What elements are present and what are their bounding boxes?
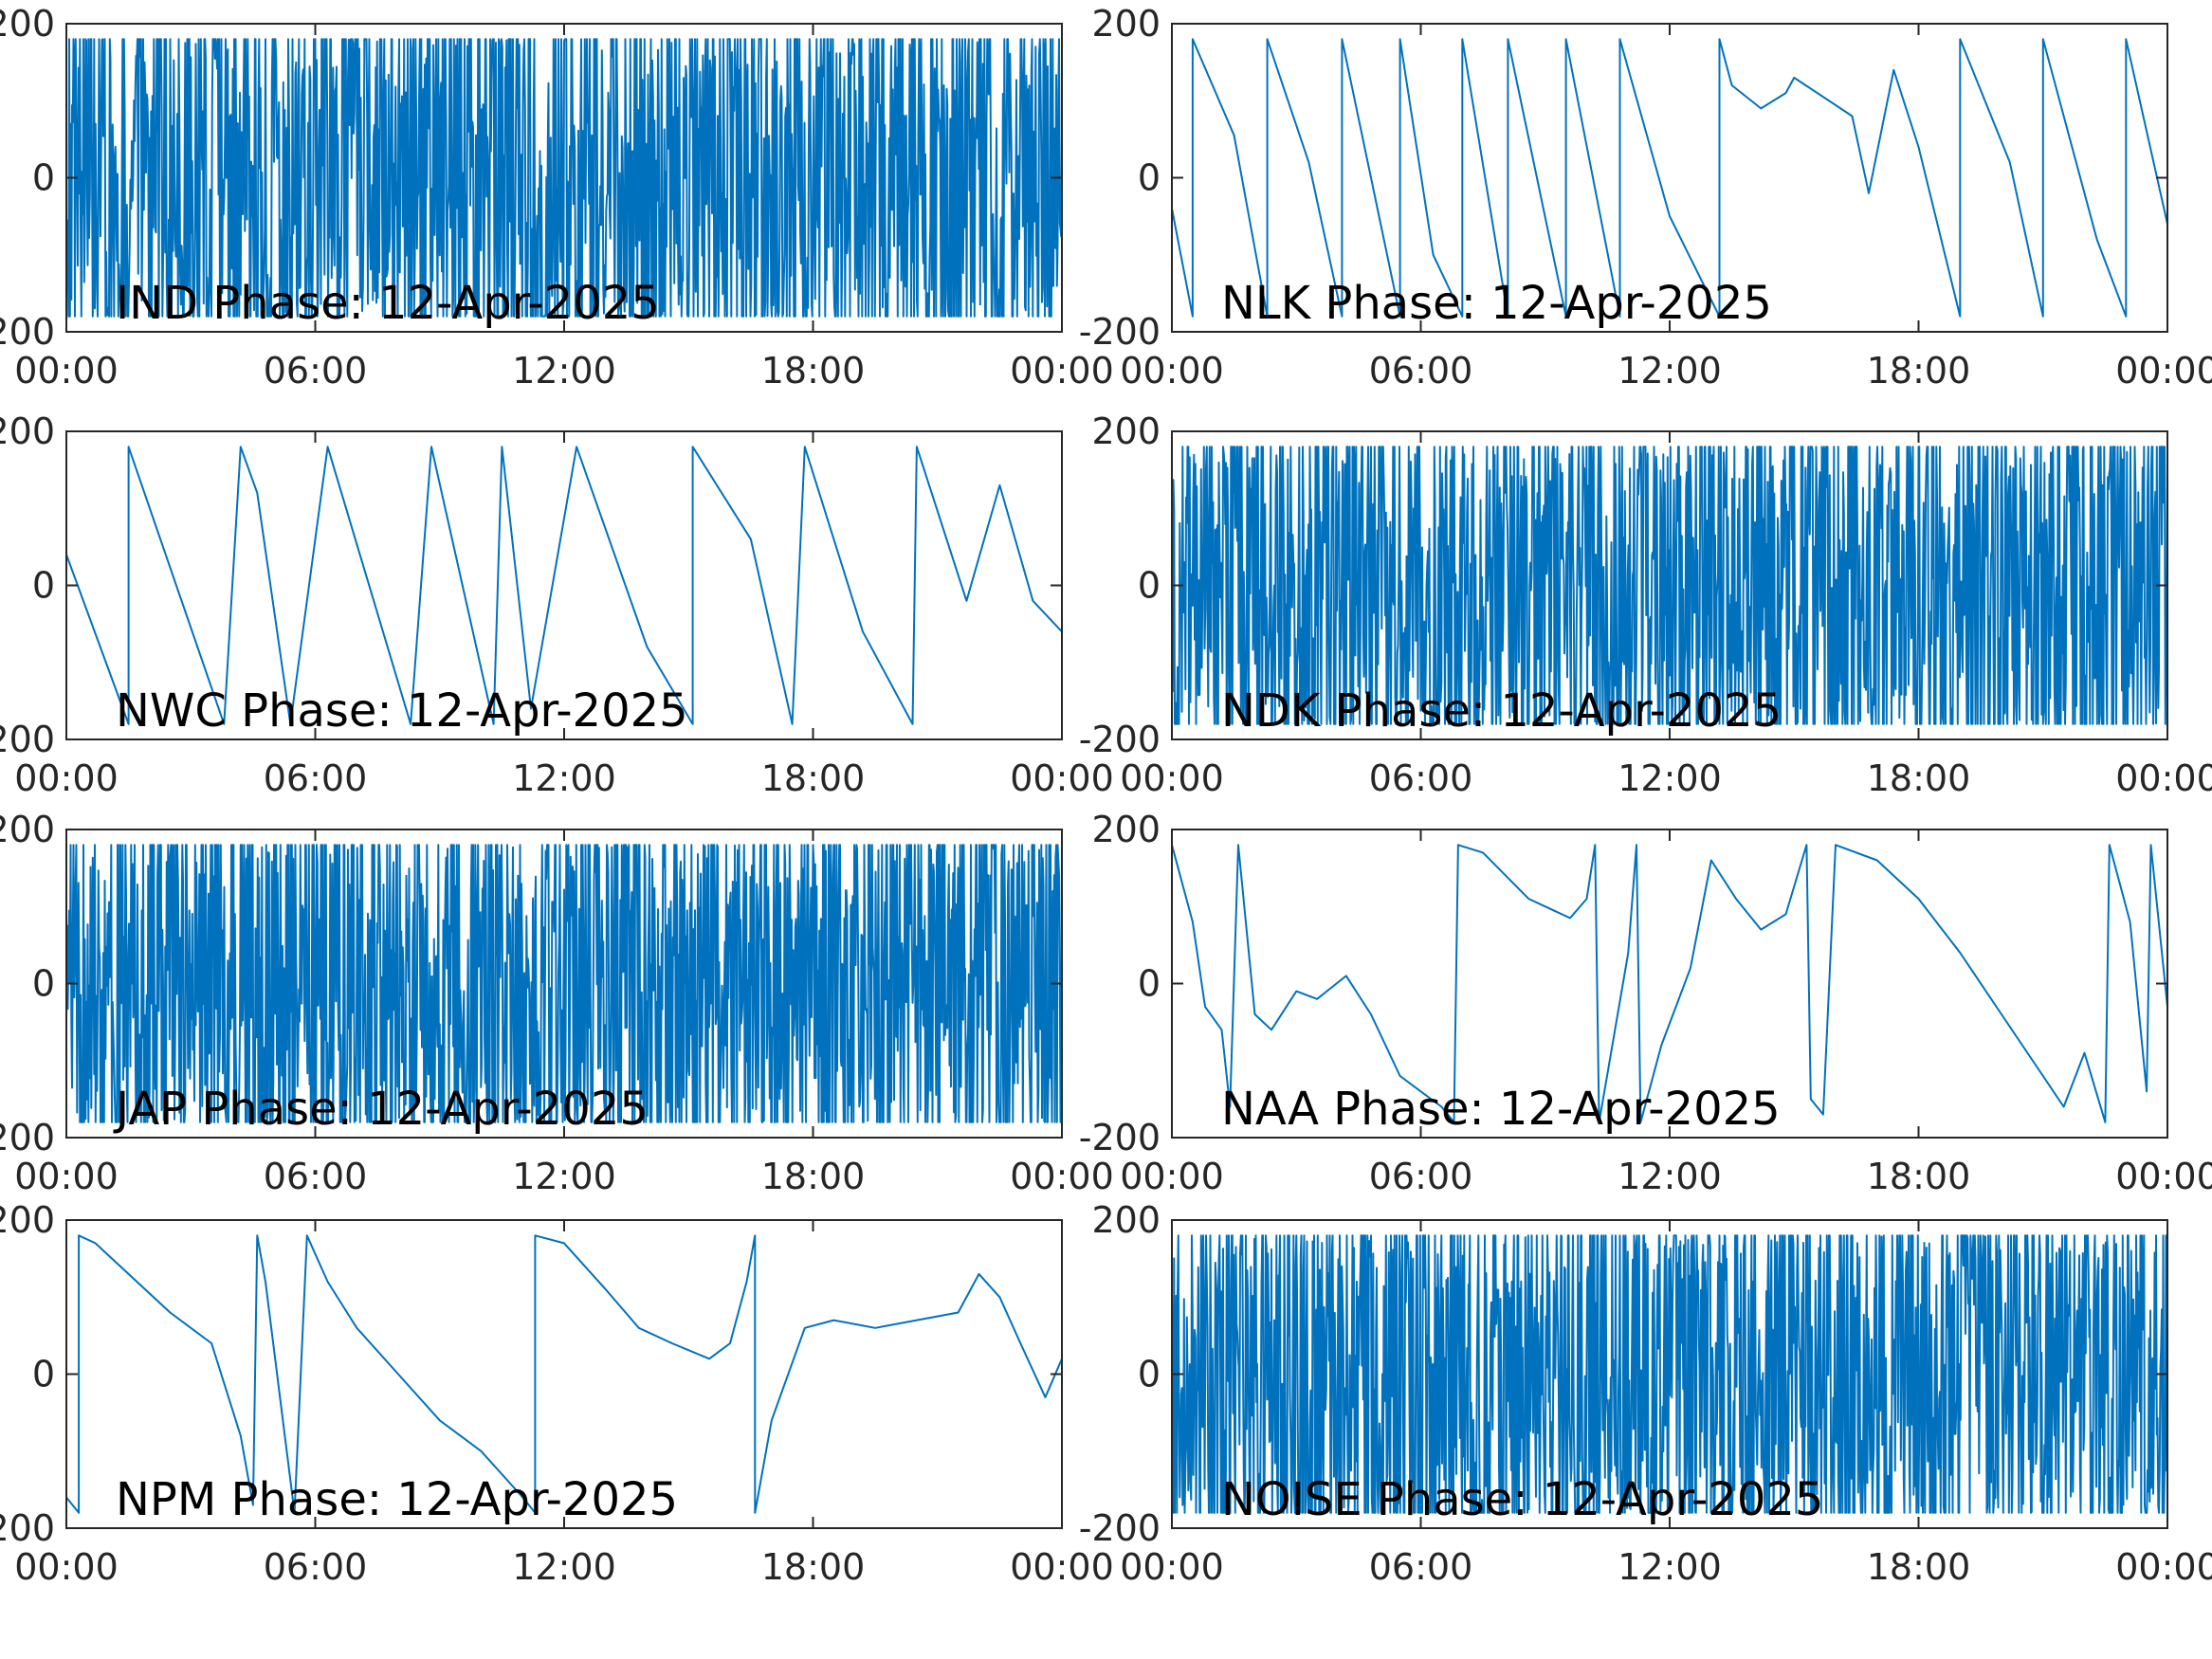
- x-tick-label: 06:00: [1369, 757, 1473, 799]
- x-tick-label: 06:00: [1369, 1546, 1473, 1588]
- y-tick-label: 200: [1091, 3, 1161, 45]
- x-tick-label: 00:00: [2115, 1156, 2212, 1197]
- y-tick-label: 200: [1091, 809, 1161, 850]
- y-tick-label: -200: [0, 1507, 55, 1549]
- x-tick-label: 06:00: [1369, 350, 1473, 392]
- y-tick-label: 0: [1138, 963, 1161, 1005]
- y-tick-label: 0: [32, 1354, 55, 1395]
- x-tick-label: 00:00: [2115, 1546, 2212, 1588]
- x-tick-label: 12:00: [512, 1546, 616, 1588]
- y-tick-label: 200: [0, 3, 55, 45]
- x-tick-label: 12:00: [1618, 1156, 1722, 1197]
- x-tick-label: 00:00: [14, 757, 119, 799]
- y-tick-label: -200: [1079, 1507, 1161, 1549]
- x-tick-label: 00:00: [1120, 1546, 1224, 1588]
- panel-title: NPM Phase: 12-Apr-2025: [116, 1473, 678, 1526]
- panel-title: NOISE Phase: 12-Apr-2025: [1221, 1473, 1823, 1526]
- x-tick-label: 00:00: [14, 350, 119, 392]
- y-tick-label: -200: [1079, 1117, 1161, 1158]
- x-tick-label: 06:00: [1369, 1156, 1473, 1197]
- y-tick-label: -200: [0, 1117, 55, 1158]
- y-tick-label: 200: [0, 410, 55, 452]
- x-tick-label: 12:00: [1618, 1546, 1722, 1588]
- panel-title: NAA Phase: 12-Apr-2025: [1221, 1083, 1781, 1136]
- y-tick-label: 0: [1138, 1354, 1161, 1395]
- x-tick-label: 00:00: [14, 1546, 119, 1588]
- x-tick-label: 12:00: [1618, 350, 1722, 392]
- panel-title: IND Phase: 12-Apr-2025: [116, 277, 660, 330]
- x-tick-label: 18:00: [761, 757, 866, 799]
- x-tick-label: 06:00: [264, 757, 368, 799]
- x-tick-label: 00:00: [1010, 757, 1114, 799]
- x-tick-label: 12:00: [512, 757, 616, 799]
- phase-series-line: [1172, 844, 2167, 1123]
- x-tick-label: 18:00: [761, 1546, 866, 1588]
- y-tick-label: 200: [1091, 410, 1161, 452]
- y-tick-label: 0: [1138, 157, 1161, 199]
- panel-title: NDK Phase: 12-Apr-2025: [1221, 684, 1782, 738]
- x-tick-label: 12:00: [1618, 757, 1722, 799]
- x-tick-label: 18:00: [761, 350, 866, 392]
- x-tick-label: 00:00: [1010, 1156, 1114, 1197]
- x-tick-label: 12:00: [512, 350, 616, 392]
- x-tick-label: 12:00: [512, 1156, 616, 1197]
- phase-series-line: [66, 1234, 1062, 1514]
- y-tick-label: -200: [1079, 719, 1161, 760]
- phase-series-line: [1172, 1234, 2167, 1514]
- panel-title: NWC Phase: 12-Apr-2025: [116, 684, 688, 738]
- x-tick-label: 00:00: [2115, 757, 2212, 799]
- y-tick-label: 0: [32, 963, 55, 1005]
- y-tick-label: -200: [1079, 311, 1161, 353]
- y-tick-label: 0: [32, 157, 55, 199]
- y-tick-label: 0: [32, 565, 55, 607]
- x-tick-label: 18:00: [1867, 1546, 1971, 1588]
- y-tick-label: 200: [1091, 1199, 1161, 1241]
- x-tick-label: 00:00: [1120, 350, 1224, 392]
- phase-series-line: [1172, 446, 2167, 725]
- x-tick-label: 00:00: [2115, 350, 2212, 392]
- phase-series-line: [66, 446, 1062, 725]
- x-tick-label: 00:00: [1010, 350, 1114, 392]
- phase-series-line: [1172, 38, 2167, 318]
- phase-series-line: [66, 844, 1062, 1123]
- x-tick-label: 18:00: [761, 1156, 866, 1197]
- y-tick-label: 200: [0, 1199, 55, 1241]
- x-tick-label: 00:00: [1120, 1156, 1224, 1197]
- x-tick-label: 06:00: [264, 1156, 368, 1197]
- x-tick-label: 06:00: [264, 350, 368, 392]
- x-tick-label: 06:00: [264, 1546, 368, 1588]
- panel-title: NLK Phase: 12-Apr-2025: [1221, 277, 1772, 330]
- y-tick-label: 200: [0, 809, 55, 850]
- x-tick-label: 18:00: [1867, 350, 1971, 392]
- phase-series-line: [66, 38, 1062, 318]
- x-tick-label: 18:00: [1867, 1156, 1971, 1197]
- y-tick-label: -200: [0, 311, 55, 353]
- x-tick-label: 18:00: [1867, 757, 1971, 799]
- x-tick-label: 00:00: [1010, 1546, 1114, 1588]
- y-tick-label: -200: [0, 719, 55, 760]
- panel-title: JAP Phase: 12-Apr-2025: [113, 1083, 649, 1136]
- x-tick-label: 00:00: [1120, 757, 1224, 799]
- x-tick-label: 00:00: [14, 1156, 119, 1197]
- y-tick-label: 0: [1138, 565, 1161, 607]
